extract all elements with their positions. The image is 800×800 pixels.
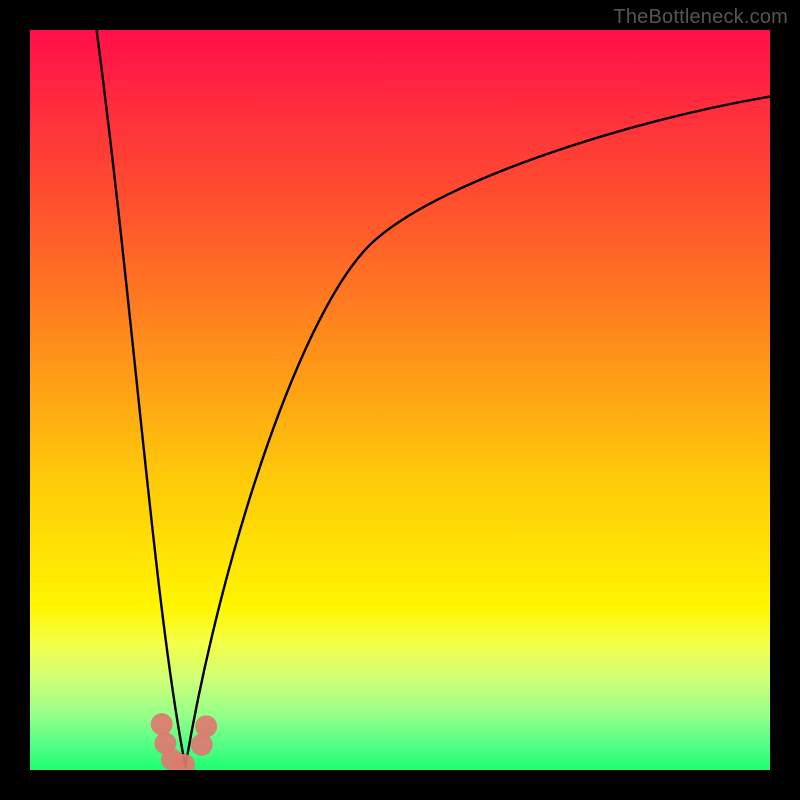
watermark-text: TheBottleneck.com [613,6,788,29]
chart-container: TheBottleneck.com [0,0,800,800]
chart-svg [0,0,800,800]
plot-area [30,30,770,770]
marker-point [195,715,217,737]
marker-point [151,713,173,735]
marker-point [191,734,213,756]
